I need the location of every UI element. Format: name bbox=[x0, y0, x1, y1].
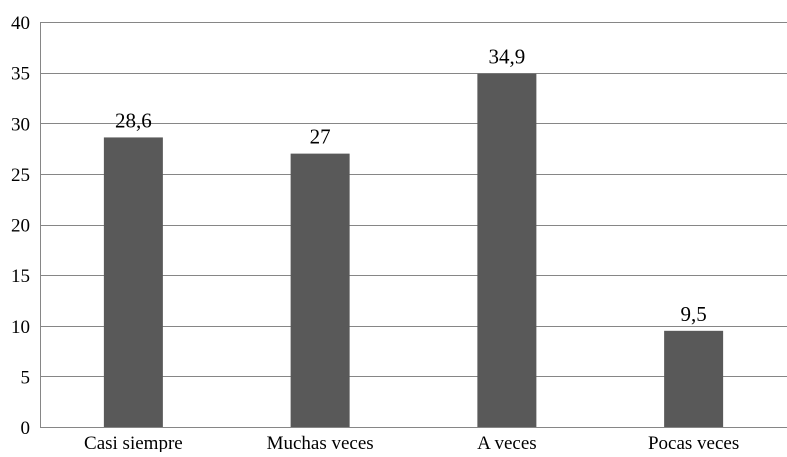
bar-2 bbox=[290, 153, 350, 427]
y-tick-label: 20 bbox=[11, 216, 30, 237]
y-tick-label: 40 bbox=[11, 13, 30, 34]
category-label: Pocas veces bbox=[648, 433, 739, 452]
y-tick-label: 0 bbox=[21, 418, 31, 439]
category-label: Muchas veces bbox=[267, 433, 374, 452]
y-tick-label: 5 bbox=[21, 367, 31, 388]
category-label: A veces bbox=[477, 433, 537, 452]
labels: 0 5 10 15 20 25 30 35 40 28,6 Casi siempre 27 Muchas… bbox=[11, 13, 739, 454]
y-tick-label: 15 bbox=[11, 266, 30, 287]
data-label: 28,6 bbox=[115, 108, 152, 132]
y-tick-label: 25 bbox=[11, 165, 30, 186]
y-tick-label: 30 bbox=[11, 114, 30, 135]
bars bbox=[103, 73, 724, 428]
bar-3 bbox=[477, 73, 537, 427]
data-label: 9,5 bbox=[681, 302, 707, 326]
data-label: 34,9 bbox=[489, 45, 526, 69]
y-tick-label: 35 bbox=[11, 64, 30, 85]
bar-1 bbox=[103, 137, 163, 428]
bar-4 bbox=[664, 330, 724, 427]
category-label: Casi siempre bbox=[84, 433, 183, 452]
y-tick-label: 10 bbox=[11, 317, 30, 338]
gridlines bbox=[40, 22, 787, 428]
data-label: 27 bbox=[310, 125, 331, 149]
